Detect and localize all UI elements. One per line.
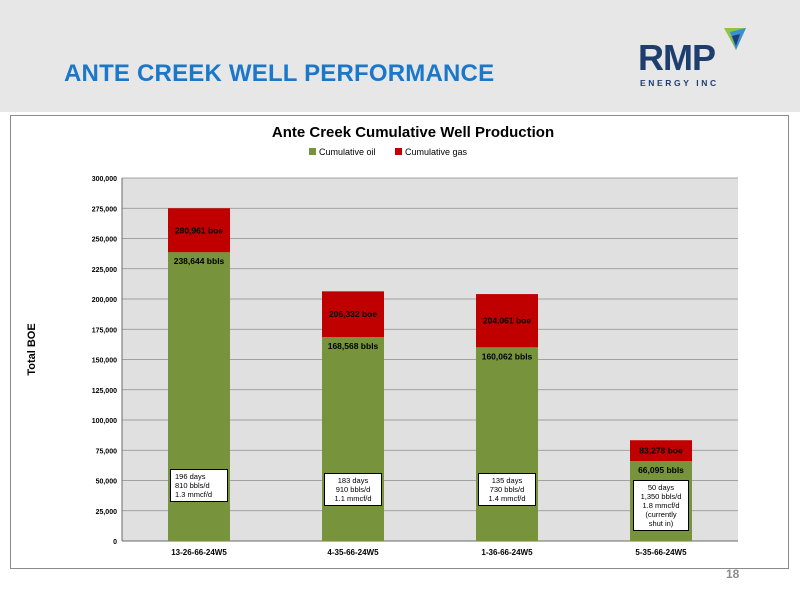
slide-header	[0, 0, 800, 112]
chart-title: Ante Creek Cumulative Well Production	[272, 124, 554, 141]
y-tick-label: 0	[113, 539, 117, 546]
legend-label-gas: Cumulative gas	[405, 147, 468, 157]
oil-data-label: 160,062 bbls	[482, 351, 533, 361]
bar-gas-1	[168, 208, 230, 253]
y-tick-label: 150,000	[92, 358, 117, 365]
oil-data-label: 168,568 bbls	[328, 341, 379, 351]
x-tick-label: 4-35-66-24W5	[327, 548, 379, 557]
oil-data-label: 66,095 bbls	[638, 465, 684, 475]
chart-frame: Ante Creek Cumulative Well Production Cum…	[10, 115, 789, 569]
oil-data-label: 238,644 bbls	[174, 256, 225, 266]
y-tick-label: 250,000	[92, 237, 117, 244]
legend-label-oil: Cumulative oil	[319, 147, 376, 157]
total-data-label: 204,061 boe	[483, 316, 531, 326]
x-tick-label: 13-26-66-24W5	[171, 548, 227, 557]
bar-gas-2	[322, 291, 384, 338]
bar-gas-3	[476, 294, 538, 348]
y-tick-label: 100,000	[92, 418, 117, 425]
y-tick-label: 125,000	[92, 388, 117, 395]
y-tick-label: 75,000	[96, 448, 118, 455]
legend-swatch-oil	[309, 148, 316, 155]
y-tick-label: 175,000	[92, 327, 117, 334]
y-axis-label: Total BOE	[26, 323, 38, 375]
bar-annotation: 183 days 910 bbls/d 1.1 mmcf/d	[324, 473, 382, 506]
bar-gas-4	[630, 440, 692, 462]
y-tick-label: 50,000	[96, 479, 118, 486]
bar-annotation: 50 days 1,350 bbls/d 1.8 mmcf/d (current…	[633, 480, 689, 531]
company-logo: RMP ENERGY INC	[638, 26, 748, 92]
logo-text: RMP	[638, 37, 716, 78]
page-number: 18	[726, 567, 740, 581]
slide-title: ANTE CREEK WELL PERFORMANCE	[64, 60, 495, 87]
total-data-label: 206,332 boe	[329, 309, 377, 319]
x-tick-label: 5-35-66-24W5	[635, 548, 687, 557]
logo-check-icon	[724, 28, 746, 50]
total-data-label: 83,278 boe	[639, 446, 683, 456]
y-tick-label: 200,000	[92, 297, 117, 304]
bar-oil-2	[322, 337, 384, 541]
bar-annotation: 135 days 730 bbls/d 1.4 mmcf/d	[478, 473, 536, 506]
y-tick-label: 275,000	[92, 206, 117, 213]
bar-annotation: 196 days 810 bbls/d 1.3 mmcf/d	[170, 469, 228, 502]
y-tick-label: 300,000	[92, 176, 117, 183]
logo-subtext: ENERGY INC	[640, 78, 719, 88]
x-tick-label: 1-36-66-24W5	[481, 548, 533, 557]
legend-swatch-gas	[395, 148, 402, 155]
total-data-label: 280,961 boe	[175, 225, 223, 235]
bar-oil-3	[476, 347, 538, 541]
y-tick-label: 225,000	[92, 267, 117, 274]
y-tick-label: 25,000	[96, 509, 118, 516]
